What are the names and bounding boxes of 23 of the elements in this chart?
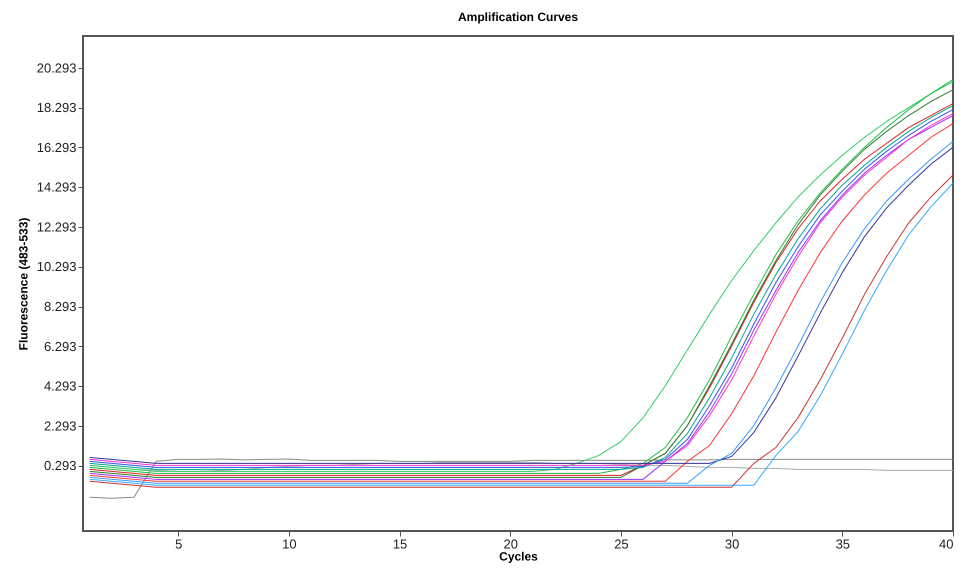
y-tick-label: 6.293	[44, 338, 76, 354]
y-tick-label: 12.293	[36, 219, 76, 234]
y-tick-label: 14.293	[36, 180, 76, 195]
x-axis-title: Cycles	[499, 550, 538, 564]
x-tick-label: 40	[939, 536, 954, 552]
x-tick-label: 5	[175, 536, 182, 552]
x-tick-label: 15	[392, 536, 408, 552]
x-tick-label: 35	[836, 536, 850, 552]
y-tick-label: 2.293	[44, 418, 76, 434]
line-series	[89, 458, 954, 499]
x-tick-label: 20	[504, 536, 518, 552]
x-tick-label: 25	[614, 536, 629, 552]
y-tick-label: 4.293	[44, 378, 76, 394]
chart-title: Amplification Curves	[458, 10, 578, 24]
y-tick-label: 0.293	[44, 458, 76, 474]
y-tick-label: 8.293	[44, 299, 76, 314]
y-axis-title: Fluorescence (483-533)	[16, 218, 31, 350]
y-tick-label: 10.293	[36, 259, 76, 274]
y-tick-label: 20.293	[36, 60, 76, 76]
x-tick-label: 30	[724, 536, 740, 552]
x-tick-label: 10	[282, 536, 297, 552]
y-tick-label: 18.293	[36, 100, 76, 116]
y-tick-label: 16.293	[36, 140, 76, 155]
